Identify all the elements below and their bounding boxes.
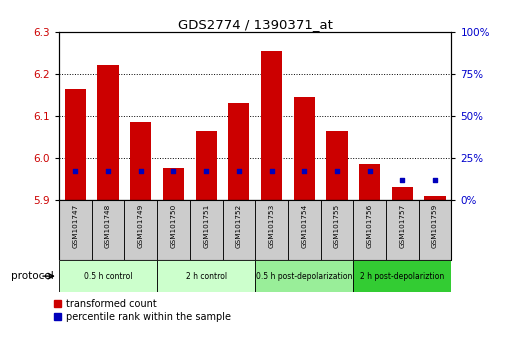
Bar: [288, 200, 321, 260]
Bar: [124, 200, 157, 260]
Bar: [195, 131, 217, 200]
Text: GSM101753: GSM101753: [269, 204, 274, 249]
Bar: [261, 51, 282, 200]
Text: GSM101750: GSM101750: [170, 204, 176, 249]
Bar: [359, 164, 380, 200]
Text: GSM101755: GSM101755: [334, 204, 340, 249]
Text: GSM101754: GSM101754: [301, 204, 307, 249]
Bar: [157, 260, 255, 292]
Legend: transformed count, percentile rank within the sample: transformed count, percentile rank withi…: [53, 299, 231, 321]
Point: [431, 177, 439, 183]
Bar: [321, 200, 353, 260]
Bar: [255, 200, 288, 260]
Text: protocol: protocol: [11, 271, 54, 281]
Point: [235, 169, 243, 174]
Text: GSM101747: GSM101747: [72, 204, 78, 249]
Bar: [424, 196, 446, 200]
Text: GSM101759: GSM101759: [432, 204, 438, 249]
Text: GSM101751: GSM101751: [203, 204, 209, 249]
Bar: [59, 260, 157, 292]
Bar: [92, 200, 125, 260]
Point: [267, 169, 275, 174]
Bar: [59, 200, 92, 260]
Point: [300, 169, 308, 174]
Bar: [255, 260, 353, 292]
Point: [333, 169, 341, 174]
Bar: [97, 65, 119, 200]
Bar: [157, 200, 190, 260]
Text: GSM101757: GSM101757: [400, 204, 405, 249]
Bar: [392, 187, 413, 200]
Bar: [386, 200, 419, 260]
Point: [398, 177, 406, 183]
Bar: [293, 97, 315, 200]
Bar: [353, 260, 451, 292]
Bar: [65, 88, 86, 200]
Bar: [419, 200, 451, 260]
Bar: [228, 103, 249, 200]
Bar: [190, 200, 223, 260]
Text: GSM101752: GSM101752: [236, 204, 242, 249]
Point: [366, 169, 374, 174]
Text: 2 h post-depolariztion: 2 h post-depolariztion: [360, 272, 444, 281]
Point: [169, 169, 177, 174]
Text: GSM101756: GSM101756: [367, 204, 372, 249]
Text: GSM101749: GSM101749: [138, 204, 144, 249]
Text: 0.5 h control: 0.5 h control: [84, 272, 132, 281]
Bar: [326, 131, 348, 200]
Bar: [353, 200, 386, 260]
Point: [136, 169, 145, 174]
Point: [104, 169, 112, 174]
Bar: [130, 122, 151, 200]
Bar: [223, 200, 255, 260]
Text: GSM101748: GSM101748: [105, 204, 111, 249]
Text: 2 h control: 2 h control: [186, 272, 227, 281]
Bar: [163, 169, 184, 200]
Title: GDS2774 / 1390371_at: GDS2774 / 1390371_at: [178, 18, 332, 31]
Text: 0.5 h post-depolarization: 0.5 h post-depolarization: [256, 272, 352, 281]
Point: [202, 169, 210, 174]
Point: [71, 169, 80, 174]
